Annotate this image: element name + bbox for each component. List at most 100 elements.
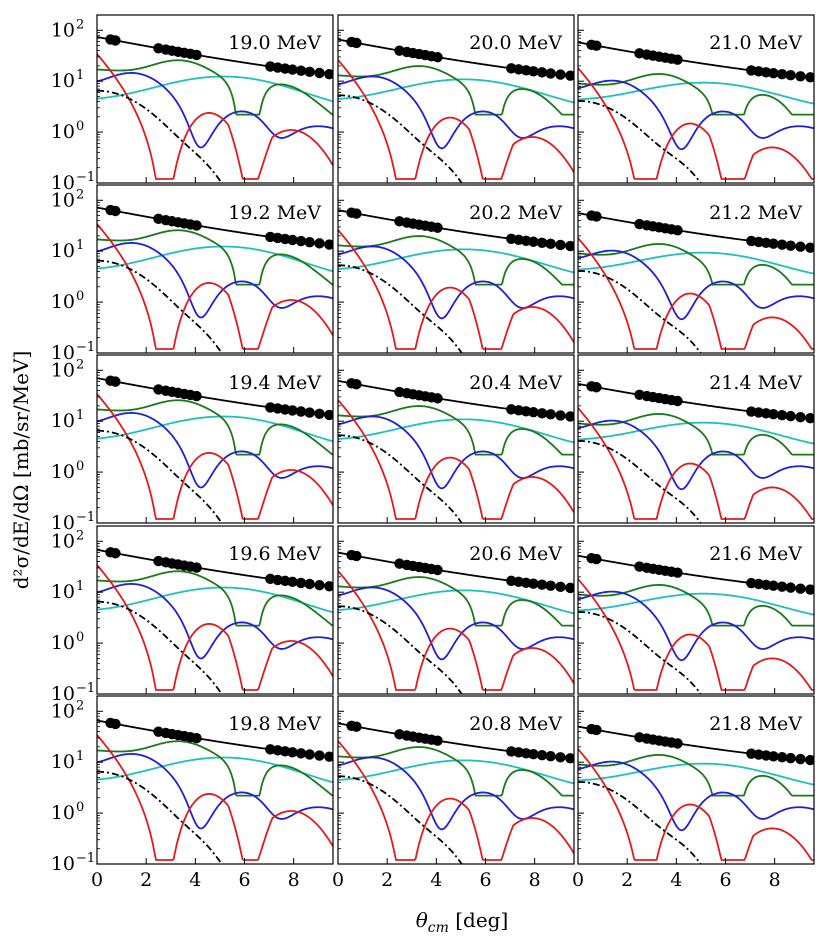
series-line-L0	[578, 237, 814, 350]
y-tick-label: 10	[51, 512, 75, 534]
series-line-background	[338, 94, 463, 183]
data-point	[314, 67, 325, 79]
data-point	[191, 562, 202, 573]
series-line-L1	[338, 75, 574, 150]
y-tick-label-exponent: 0	[76, 630, 84, 645]
panel-plot-area	[97, 34, 333, 183]
series-line-L1	[97, 583, 333, 660]
series-line-L2	[97, 229, 333, 286]
panel: 21.0 MeV	[577, 14, 815, 184]
panel-plot-area	[338, 720, 574, 864]
series-line-L2	[338, 235, 574, 286]
series-line-L1	[97, 412, 333, 489]
y-tick-label-exponent: 1	[76, 579, 84, 594]
data-point	[314, 750, 325, 761]
data-point	[545, 238, 556, 250]
panel-energy-label: 20.2 MeV	[469, 202, 562, 224]
series-line-L0	[97, 53, 333, 180]
panel-plot-area	[97, 204, 333, 353]
data-point	[191, 49, 202, 61]
y-tick-label: 10	[51, 802, 75, 824]
data-point	[545, 68, 556, 79]
series-line-background	[338, 605, 463, 694]
data-point	[351, 208, 362, 219]
panel-plot-area	[578, 210, 814, 353]
x-tick-label: 6	[719, 869, 731, 891]
panel-frame	[96, 184, 334, 354]
y-tick-label: 10	[51, 342, 75, 364]
series-line-L3	[578, 81, 814, 105]
series-line-background	[578, 99, 702, 183]
series-line-L1	[578, 419, 814, 491]
panel-plot-area	[338, 207, 574, 353]
x-tick-label: 4	[670, 869, 682, 891]
panel-plot-area	[578, 39, 814, 183]
data-point	[287, 64, 298, 75]
panel-frame	[577, 354, 815, 524]
x-tick-label: 0	[572, 869, 584, 891]
data-point	[295, 65, 307, 76]
data-point	[110, 35, 121, 46]
series-line-L1	[97, 753, 333, 830]
data-point	[314, 238, 325, 249]
series-line-L2	[338, 405, 574, 456]
panel-frame	[577, 525, 815, 695]
data-point	[565, 70, 574, 81]
data-point	[545, 580, 556, 591]
series-line-L2	[338, 746, 574, 797]
data-point	[776, 239, 788, 250]
data-point	[110, 718, 121, 730]
data-point	[776, 69, 788, 80]
panel-energy-label: 19.4 MeV	[228, 372, 321, 394]
panel-energy-label: 21.4 MeV	[709, 372, 802, 394]
series-line-L1	[578, 79, 814, 151]
x-tick-label: 4	[430, 869, 442, 891]
y-tick-label-exponent: −1	[76, 681, 95, 696]
data-point	[191, 732, 202, 744]
data-point	[795, 71, 806, 82]
series-line-background	[97, 429, 223, 523]
series-line-L2	[97, 570, 333, 627]
data-point	[591, 211, 602, 222]
series-line-L2	[578, 243, 814, 286]
y-tick-label-exponent: 0	[76, 459, 84, 474]
data-point	[528, 578, 539, 589]
series-line-L1	[578, 760, 814, 832]
series-line-L3	[578, 251, 814, 275]
panel-energy-label: 21.0 MeV	[709, 32, 802, 54]
data-point	[776, 752, 788, 763]
series-line-L0	[578, 407, 814, 520]
x-tick-label: 6	[479, 869, 491, 891]
panel-energy-label: 21.6 MeV	[709, 543, 802, 565]
data-point	[555, 239, 566, 251]
y-tick-label-exponent: 2	[76, 17, 84, 32]
series-line-background	[97, 259, 223, 353]
panel-frame	[577, 184, 815, 354]
series-line-L0	[97, 734, 333, 861]
series-line-L3	[338, 418, 574, 444]
series-line-L3	[97, 586, 333, 614]
panel-frame	[337, 354, 575, 524]
x-tick-label: 2	[140, 869, 152, 891]
series-line-background	[578, 610, 702, 694]
data-point	[287, 234, 298, 246]
y-tick-label: 10	[51, 121, 75, 143]
x-axis-title-unit: [deg]	[449, 908, 508, 932]
data-point	[565, 582, 574, 594]
series-line-L2	[338, 576, 574, 627]
y-tick-label: 10	[51, 461, 75, 483]
y-tick-label: 10	[51, 70, 75, 92]
series-line-background	[97, 89, 223, 183]
series-line-L0	[338, 399, 574, 520]
y-tick-label-exponent: 2	[76, 357, 84, 372]
data-point	[351, 550, 362, 562]
series-line-background	[338, 264, 463, 353]
series-line-L3	[97, 756, 333, 784]
data-point	[768, 409, 779, 420]
y-tick-label-exponent: −1	[76, 510, 95, 525]
data-point	[304, 407, 315, 418]
